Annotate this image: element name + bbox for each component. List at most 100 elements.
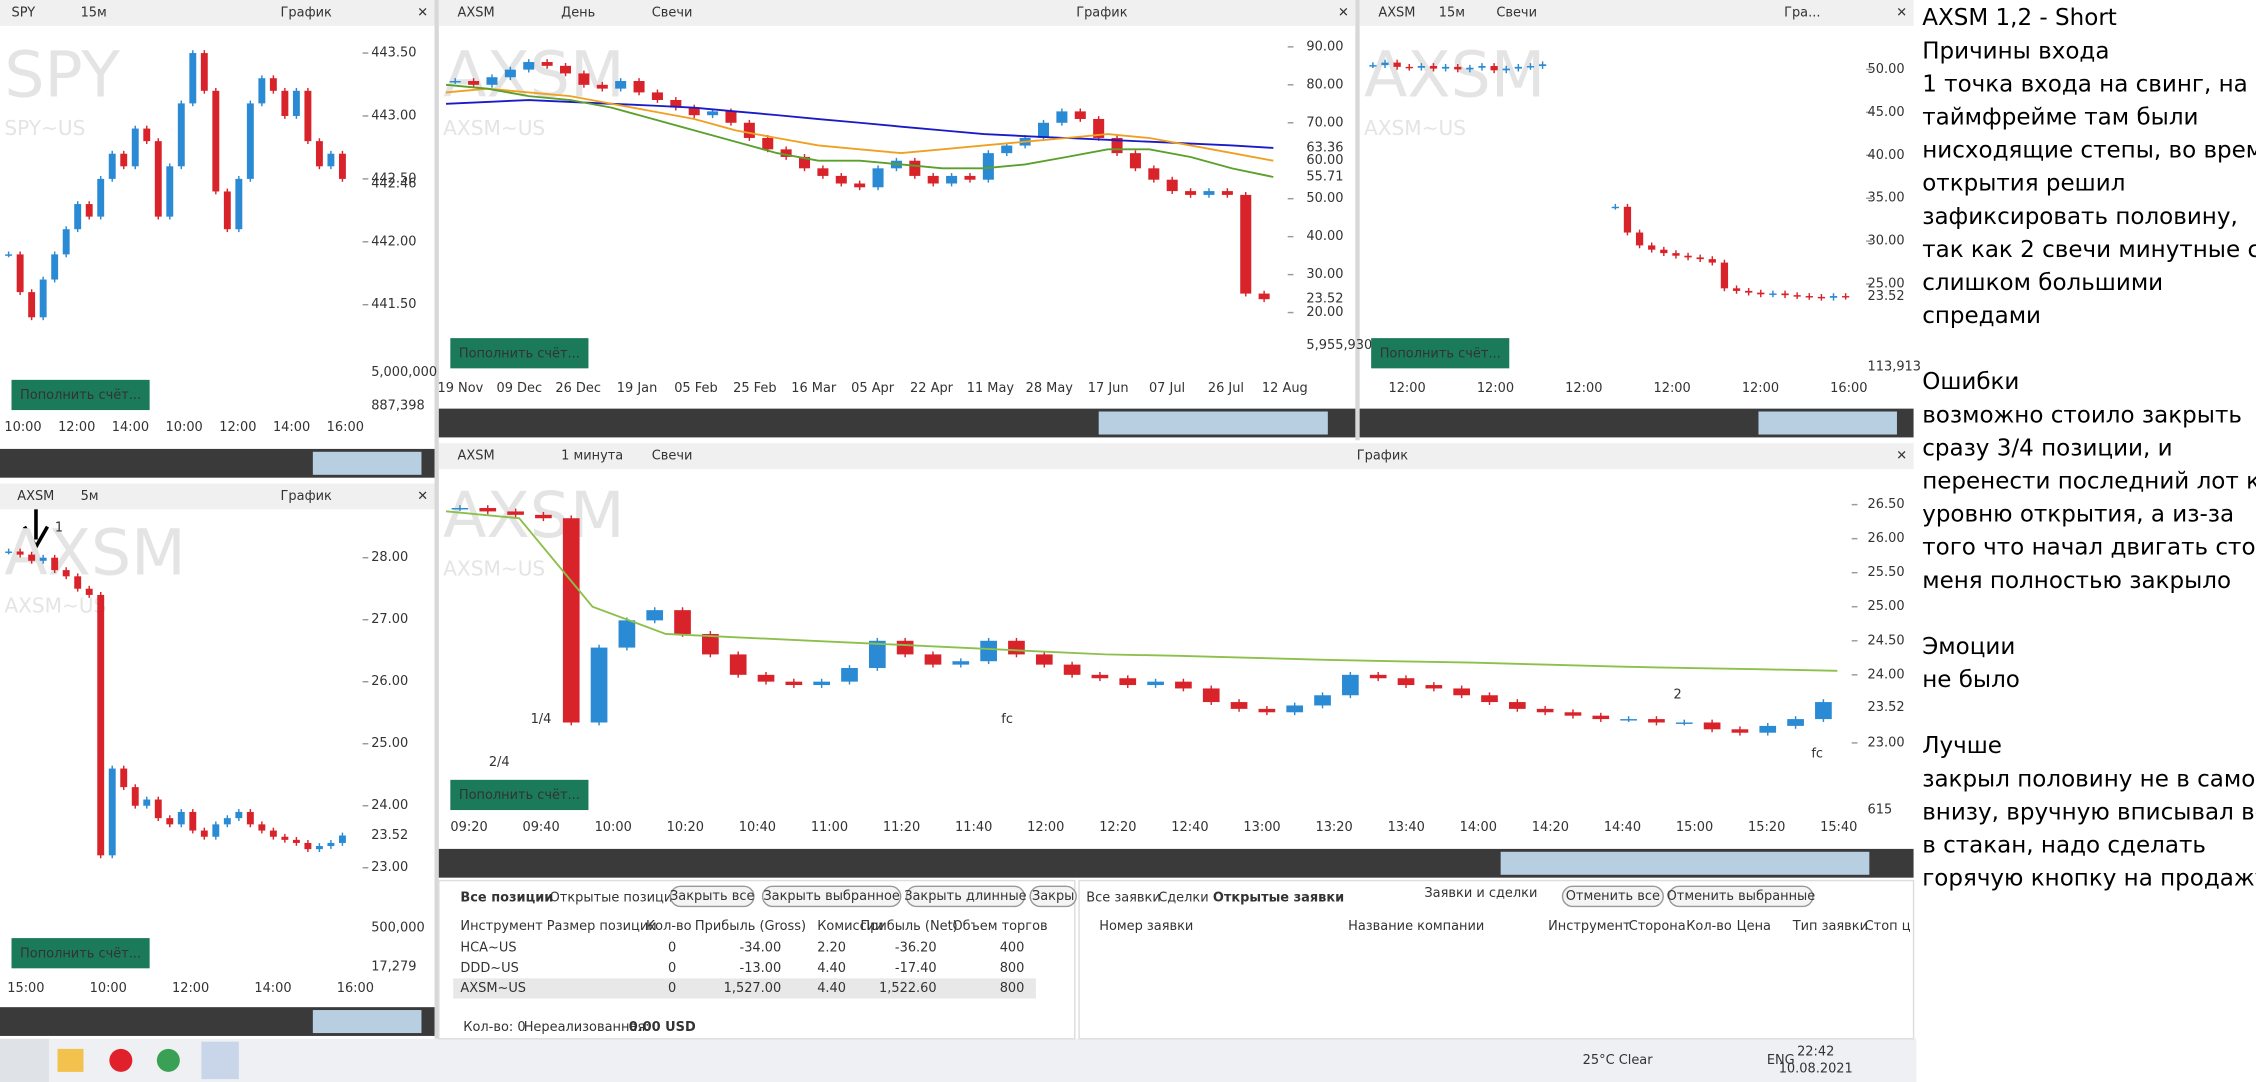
tab[interactable]: Сделки: [1158, 890, 1208, 905]
scroll-range[interactable]: [1500, 851, 1870, 875]
x-tick-label: 12:00: [58, 420, 95, 435]
app-icon[interactable]: [201, 1041, 239, 1080]
candle: [1478, 66, 1486, 68]
deposit-button-label[interactable]: Пополнить счёт...: [459, 346, 580, 361]
header-field[interactable]: День: [561, 5, 595, 20]
candle: [1258, 293, 1270, 300]
button-label[interactable]: Закры: [1032, 889, 1074, 904]
candle: [327, 842, 335, 847]
candle: [223, 818, 231, 825]
selected-row[interactable]: [453, 978, 1036, 999]
cell: DDD~US: [460, 961, 518, 976]
button[interactable]: [761, 885, 902, 908]
column-header: Тип заявки: [1792, 919, 1868, 934]
header-field[interactable]: 15м: [81, 5, 107, 20]
deposit-button-label[interactable]: Пополнить счёт...: [459, 788, 580, 803]
deposit-button-label[interactable]: Пополнить счёт...: [20, 388, 141, 403]
button-label[interactable]: Отменить выбранные: [1667, 889, 1816, 904]
candle: [854, 183, 866, 188]
candle: [702, 633, 719, 655]
button[interactable]: [1029, 885, 1077, 908]
watermark-sub: AXSM~US: [4, 594, 106, 618]
column-header: Название компании: [1348, 919, 1484, 934]
candle: [1056, 111, 1068, 123]
tab[interactable]: Открытые позиции: [550, 890, 681, 905]
clock-date: 10.08.2021: [1779, 1062, 1853, 1077]
candle: [5, 551, 13, 553]
column-header: Прибыль (Gross): [695, 919, 806, 934]
volume-label: 113,913: [1868, 359, 1922, 374]
scroll-range[interactable]: [1758, 411, 1897, 435]
deposit-button-label[interactable]: Пополнить счёт...: [1380, 346, 1501, 361]
close-button[interactable]: ✕: [417, 489, 428, 504]
button[interactable]: [1668, 885, 1814, 908]
candle: [304, 90, 312, 142]
header-field[interactable]: 5м: [81, 489, 99, 504]
close-button[interactable]: ✕: [1896, 5, 1907, 20]
note-line: возможно стоило закрыть: [1922, 402, 2242, 428]
button[interactable]: [669, 885, 755, 908]
column-header: Сторона: [1629, 919, 1686, 934]
candle: [785, 681, 803, 686]
tab[interactable]: Все позиции: [460, 890, 553, 905]
price-label: 442.46: [371, 176, 416, 191]
button-label[interactable]: Закрыть длинные: [904, 889, 1026, 904]
header-field[interactable]: 1 минута: [561, 449, 623, 464]
price-label: 63.36: [1306, 140, 1343, 155]
button[interactable]: [1561, 885, 1664, 908]
explorer-icon[interactable]: [57, 1048, 84, 1072]
candle: [108, 153, 116, 179]
candle: [1793, 295, 1801, 297]
tab[interactable]: Открытые заявки: [1213, 890, 1344, 905]
header-field[interactable]: 15м: [1439, 5, 1465, 20]
header-field[interactable]: Свечи: [1496, 5, 1537, 20]
header-field[interactable]: Свечи: [652, 5, 693, 20]
header-field[interactable]: SPY: [12, 5, 36, 20]
opera-icon[interactable]: [109, 1048, 133, 1072]
candle: [1829, 296, 1838, 298]
deposit-button[interactable]: [450, 779, 589, 811]
button-label[interactable]: Закрыть выбранное: [763, 889, 900, 904]
header-field[interactable]: AXSM: [17, 489, 54, 504]
deposit-button[interactable]: [450, 338, 589, 369]
button-label[interactable]: Отменить все: [1566, 889, 1660, 904]
note-line: таймфрейме там были: [1922, 105, 2198, 131]
scroll-range[interactable]: [312, 451, 422, 475]
candle: [1369, 674, 1387, 679]
candle: [1731, 729, 1749, 733]
header-field[interactable]: AXSM: [1378, 5, 1415, 20]
scroll-range[interactable]: [1098, 411, 1328, 435]
volume-label: 5,955,930: [1306, 338, 1372, 353]
candle: [896, 640, 914, 655]
candle: [1514, 66, 1522, 69]
close-button[interactable]: ✕: [1896, 449, 1907, 464]
start-button[interactable]: [0, 1038, 49, 1082]
button[interactable]: [905, 885, 1026, 908]
tab[interactable]: Все заявки: [1086, 890, 1161, 905]
candle: [338, 835, 346, 843]
candle: [269, 830, 277, 837]
deposit-button[interactable]: [11, 379, 150, 411]
scroll-range[interactable]: [312, 1010, 422, 1034]
candle: [74, 204, 82, 230]
deposit-button-label[interactable]: Пополнить счёт...: [20, 946, 141, 961]
deposit-button[interactable]: [11, 938, 150, 969]
close-button[interactable]: ✕: [1338, 5, 1349, 20]
button-label[interactable]: Закрыть все: [670, 889, 754, 904]
header-field[interactable]: AXSM: [458, 5, 495, 20]
column-header: Объем торгов: [952, 919, 1047, 934]
chrome-icon[interactable]: [156, 1048, 180, 1072]
candle: [872, 168, 884, 188]
note-line: открытия решил: [1922, 171, 2125, 197]
x-tick-label: 15:40: [1820, 820, 1857, 835]
candle: [166, 818, 174, 825]
header-field[interactable]: AXSM: [458, 449, 495, 464]
x-tick-label: 16:00: [337, 981, 374, 996]
candle: [1592, 715, 1610, 720]
header-field[interactable]: Свечи: [652, 449, 693, 464]
candle: [980, 640, 997, 662]
candle: [166, 166, 174, 217]
close-button[interactable]: ✕: [417, 5, 428, 20]
deposit-button[interactable]: [1371, 338, 1510, 369]
y-tick-label: 24.00: [371, 798, 408, 813]
